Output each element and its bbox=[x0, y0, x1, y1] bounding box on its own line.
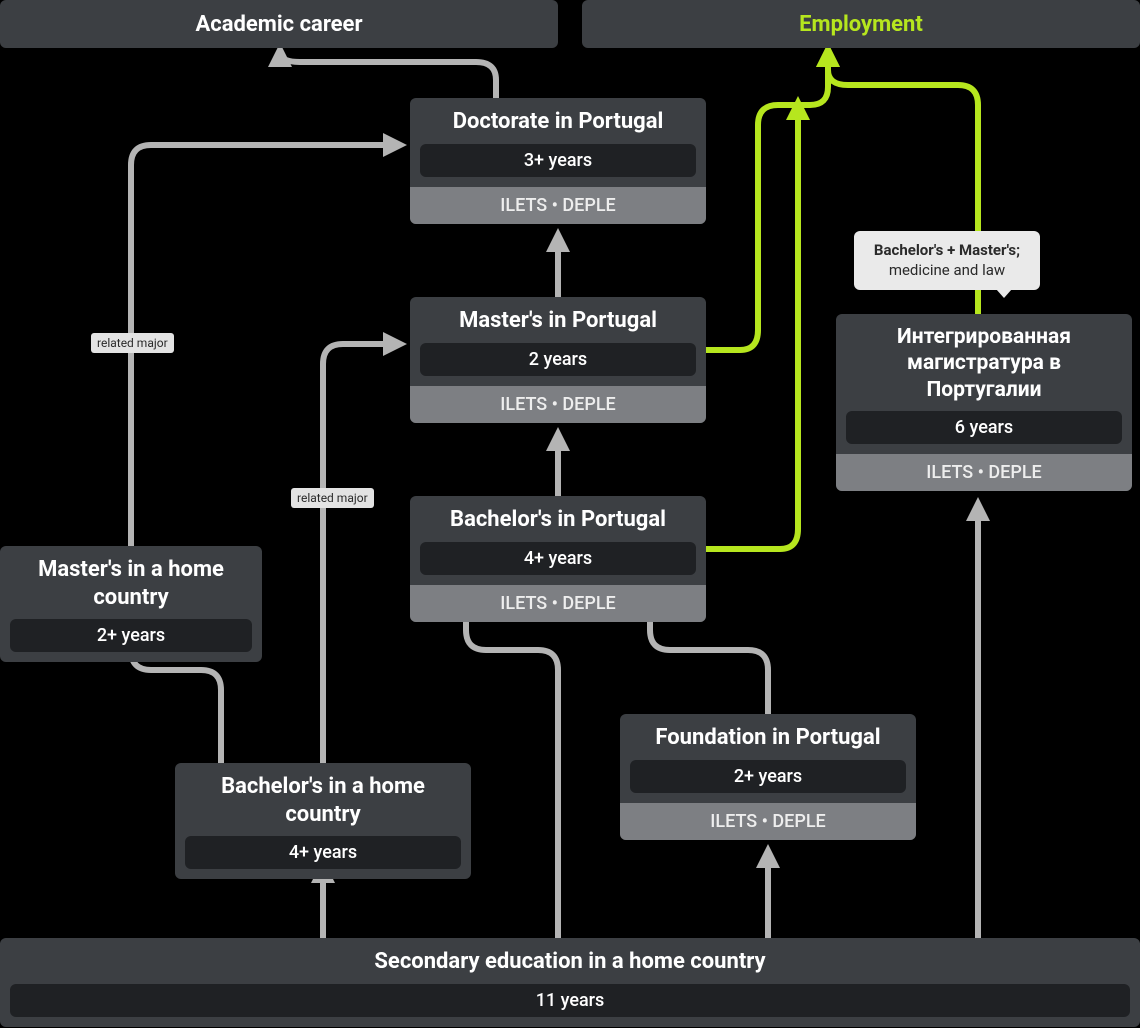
employment-label: Employment bbox=[799, 12, 923, 37]
node-requirements: ILETS • DEPLE bbox=[410, 585, 706, 622]
tooltip-plain: medicine and law bbox=[889, 261, 1005, 279]
node-integrated: Интегрированная магистратура в Португали… bbox=[836, 314, 1132, 491]
edge-label-related-major-2: related major bbox=[291, 488, 374, 508]
node-bachelor_home: Bachelor's in a home country4+ years bbox=[175, 763, 471, 879]
node-requirements: ILETS • DEPLE bbox=[620, 803, 916, 840]
node-foundation: Foundation in Portugal2+ years ILETS • DE… bbox=[620, 714, 916, 840]
node-duration: 3+ years bbox=[420, 144, 696, 177]
node-title: Bachelor's in a home country bbox=[175, 763, 471, 836]
node-duration: 2+ years bbox=[630, 760, 906, 793]
node-title: Doctorate in Portugal bbox=[410, 98, 706, 144]
node-title: Интегрированная магистратура в Португали… bbox=[836, 314, 1132, 411]
employment-card: Employment bbox=[582, 0, 1140, 48]
node-title: Bachelor's in Portugal bbox=[410, 496, 706, 542]
integrated-tooltip: Bachelor's + Master's; medicine and law bbox=[854, 231, 1040, 290]
node-secondary: Secondary education in a home country11 … bbox=[0, 938, 1140, 1027]
node-title: Foundation in Portugal bbox=[620, 714, 916, 760]
node-requirements: ILETS • DEPLE bbox=[836, 454, 1132, 491]
node-master_home: Master's in a home country2+ years bbox=[0, 546, 262, 662]
node-duration: 2 years bbox=[420, 343, 696, 376]
node-title: Master's in a home country bbox=[0, 546, 262, 619]
node-requirements: ILETS • DEPLE bbox=[410, 187, 706, 224]
academic-career-label: Academic career bbox=[196, 12, 363, 37]
node-duration: 4+ years bbox=[185, 836, 461, 869]
node-bachelor_pt: Bachelor's in Portugal4+ years ILETS • DE… bbox=[410, 496, 706, 622]
node-doctorate: Doctorate in Portugal3+ years ILETS • DEP… bbox=[410, 98, 706, 224]
node-duration: 11 years bbox=[10, 984, 1130, 1017]
edge-label-related-major-1: related major bbox=[91, 333, 174, 353]
node-title: Master's in Portugal bbox=[410, 297, 706, 343]
node-duration: 6 years bbox=[846, 411, 1122, 444]
node-duration: 2+ years bbox=[10, 619, 252, 652]
tooltip-bold: Bachelor's + Master's; bbox=[874, 241, 1020, 259]
node-title: Secondary education in a home country bbox=[0, 938, 1140, 984]
node-master_pt: Master's in Portugal2 years ILETS • DEPLE bbox=[410, 297, 706, 423]
node-duration: 4+ years bbox=[420, 542, 696, 575]
node-requirements: ILETS • DEPLE bbox=[410, 386, 706, 423]
academic-career-card: Academic career bbox=[0, 0, 558, 48]
